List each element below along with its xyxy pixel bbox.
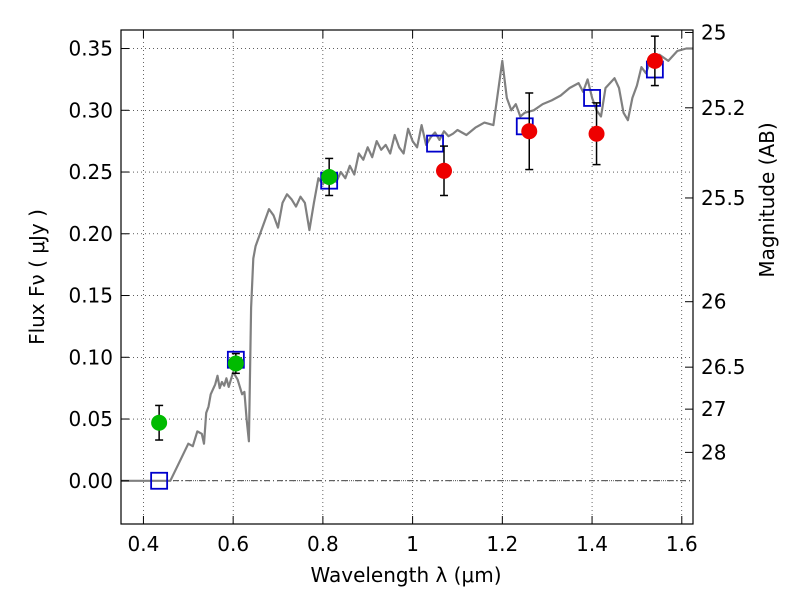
observed-point — [588, 125, 605, 142]
y2-tick-label: 26.5 — [701, 355, 746, 379]
series-filled-circle — [436, 35, 663, 197]
model-photometry-point — [426, 134, 444, 153]
observed-point — [321, 168, 338, 185]
x-tick-label: 1.4 — [576, 532, 608, 556]
series-filled-circle — [151, 157, 338, 441]
y2-axis-title: Magnitude (AB) — [755, 122, 779, 277]
y-tick-label: 0.25 — [68, 160, 113, 184]
observed-point — [227, 355, 244, 372]
y-tick-label: 0.10 — [68, 345, 113, 369]
y2-tick-label: 25 — [701, 20, 726, 44]
grid — [121, 30, 693, 524]
y-tick-label: 0.20 — [68, 222, 113, 246]
plot-frame — [120, 29, 694, 525]
y2-tick-label: 25.2 — [701, 96, 746, 120]
x-tick-label: 1.2 — [486, 532, 518, 556]
y2-tick-label: 27 — [701, 397, 726, 421]
model-photometry-point — [583, 89, 601, 107]
y2-tick-label: 28 — [701, 440, 726, 464]
observed-point — [646, 52, 663, 69]
sed-model-line — [121, 47, 693, 482]
y-tick-label: 0.30 — [68, 98, 113, 122]
x-tick-label: 0.6 — [217, 532, 249, 556]
y-tick-label: 0.05 — [68, 407, 113, 431]
y-tick-label: 0.15 — [68, 284, 113, 308]
x-tick-label: 1.6 — [666, 532, 698, 556]
y2-tick-label: 26 — [701, 290, 726, 314]
x-tick-label: 1 — [406, 532, 419, 556]
series-line — [121, 47, 693, 482]
y-axis-title: Flux Fν ( μJy ) — [25, 209, 49, 345]
observed-point — [151, 414, 168, 431]
ticks: 0.4 0.6 0.8 1 1.2 1.4 1.6 0.00 0.05 0.10 0.15 0.20 0… — [68, 20, 745, 556]
model-photometry-point — [150, 471, 169, 490]
series-open-square — [150, 60, 664, 490]
x-tick-label: 0.4 — [128, 532, 160, 556]
series — [121, 35, 693, 490]
y-tick-label: 0.00 — [68, 469, 113, 493]
x-axis-title: Wavelength λ (μm) — [310, 563, 501, 587]
observed-point — [436, 162, 453, 179]
observed-point — [521, 123, 538, 140]
y-tick-label: 0.35 — [68, 37, 113, 61]
y2-tick-label: 25.5 — [701, 186, 746, 210]
x-tick-label: 0.8 — [307, 532, 339, 556]
